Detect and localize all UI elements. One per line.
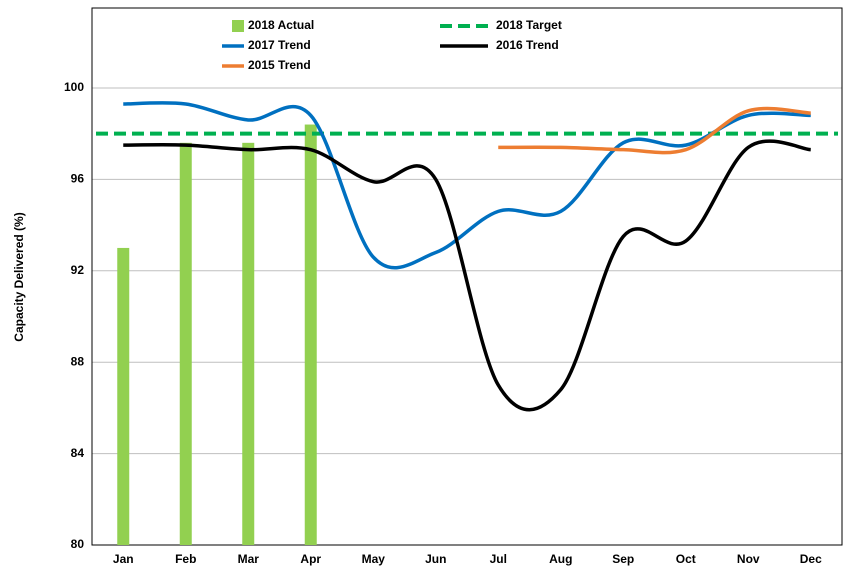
y-tick-label: 80	[71, 537, 85, 551]
x-tick-label: May	[362, 552, 386, 566]
y-tick-label: 100	[64, 80, 84, 94]
x-tick-label: Oct	[676, 552, 696, 566]
y-tick-label: 88	[71, 354, 85, 368]
x-tick-label: Jan	[113, 552, 134, 566]
x-tick-label: Sep	[612, 552, 634, 566]
legend-label: 2018 Actual	[248, 18, 314, 32]
y-axis-title: Capacity Delivered (%)	[12, 212, 26, 341]
legend-label: 2017 Trend	[248, 38, 311, 52]
x-tick-label: Nov	[737, 552, 760, 566]
y-tick-label: 96	[71, 172, 85, 186]
x-tick-label: Feb	[175, 552, 196, 566]
trend-line	[123, 139, 811, 412]
legend-label: 2018 Target	[496, 18, 562, 32]
bar	[242, 142, 255, 545]
legend-label: 2015 Trend	[248, 58, 311, 72]
plot-frame	[91, 7, 843, 546]
legend-swatch	[232, 20, 244, 32]
trend-line	[498, 106, 811, 155]
bar	[304, 124, 317, 545]
x-tick-label: Jul	[490, 552, 507, 566]
trend-line	[123, 101, 811, 270]
legend-label: 2016 Trend	[496, 38, 559, 52]
x-tick-label: Apr	[300, 552, 321, 566]
bar	[179, 142, 192, 545]
x-tick-label: Aug	[549, 552, 572, 566]
y-tick-label: 92	[71, 263, 85, 277]
bar	[117, 247, 130, 546]
x-tick-label: Jun	[425, 552, 446, 566]
x-tick-label: Mar	[238, 552, 260, 566]
y-tick-label: 84	[71, 446, 85, 460]
x-tick-label: Dec	[800, 552, 822, 566]
